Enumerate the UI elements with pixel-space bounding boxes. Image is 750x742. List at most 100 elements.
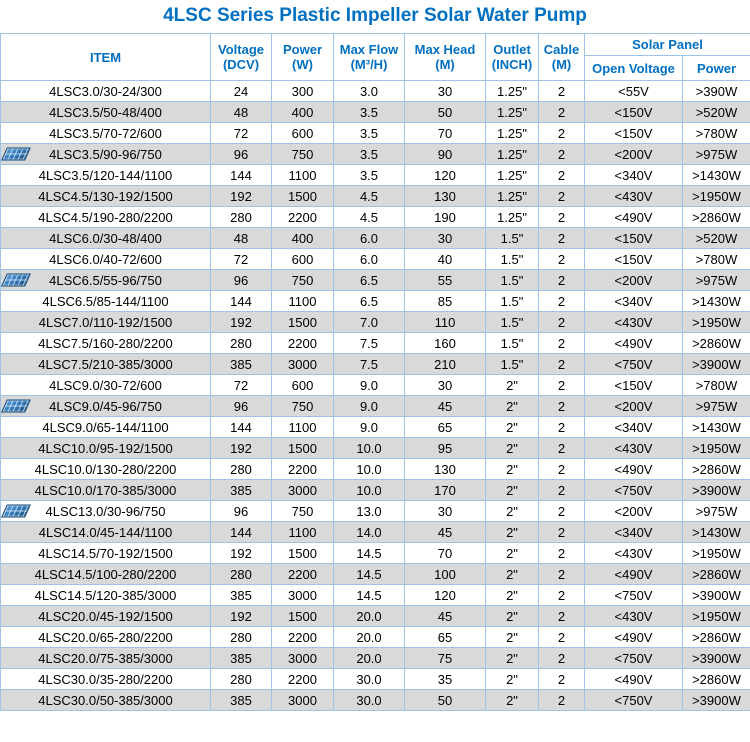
cable-cell: 2 [538, 269, 585, 291]
item-cell: 4LSC14.5/120-385/3000 [0, 584, 211, 606]
item-cell: 4LSC14.5/100-280/2200 [0, 563, 211, 585]
item-label: 4LSC20.0/65-280/2200 [38, 629, 173, 645]
cable-cell: 2 [538, 458, 585, 480]
voltage-cell: 96 [210, 500, 272, 522]
max-head-cell: 65 [404, 416, 486, 438]
power-cell: 600 [271, 248, 334, 270]
max-flow-cell: 6.0 [333, 248, 405, 270]
max-head-cell: 65 [404, 626, 486, 648]
solar-power-cell: >1950W [682, 542, 750, 564]
max-head-cell: 45 [404, 605, 486, 627]
outlet-cell: 2" [485, 500, 539, 522]
item-label: 4LSC4.5/190-280/2200 [38, 209, 173, 225]
open-voltage-cell: <430V [584, 605, 683, 627]
max-flow-cell: 7.5 [333, 332, 405, 354]
item-cell: 4LSC20.0/45-192/1500 [0, 605, 211, 627]
voltage-cell: 192 [210, 185, 272, 207]
power-cell: 750 [271, 269, 334, 291]
cable-cell: 2 [538, 647, 585, 669]
cable-cell: 2 [538, 164, 585, 186]
max-head-cell: 40 [404, 248, 486, 270]
max-flow-cell: 30.0 [333, 668, 405, 690]
outlet-cell: 2" [485, 416, 539, 438]
item-cell: 4LSC3.5/90-96/750 [0, 143, 211, 165]
solar-power-cell: >1430W [682, 521, 750, 543]
max-flow-cell: 14.5 [333, 563, 405, 585]
table-row: 4LSC14.5/100-280/2200 280 2200 14.5 100 … [0, 563, 750, 585]
cable-cell: 2 [538, 122, 585, 144]
outlet-cell: 2" [485, 605, 539, 627]
cable-cell: 2 [538, 626, 585, 648]
table-row: 4LSC4.5/190-280/2200 280 2200 4.5 190 1.… [0, 206, 750, 228]
table-row: 4LSC10.0/130-280/2200 280 2200 10.0 130 … [0, 458, 750, 480]
solar-power-cell: >520W [682, 101, 750, 123]
power-cell: 1100 [271, 521, 334, 543]
open-voltage-cell: <750V [584, 584, 683, 606]
voltage-cell: 192 [210, 437, 272, 459]
table-row: 4LSC20.0/65-280/2200 280 2200 20.0 65 2"… [0, 626, 750, 648]
item-cell: 4LSC9.0/65-144/1100 [0, 416, 211, 438]
max-head-cell: 70 [404, 542, 486, 564]
table-row: 4LSC30.0/35-280/2200 280 2200 30.0 35 2"… [0, 668, 750, 690]
max-flow-cell: 3.0 [333, 80, 405, 102]
outlet-cell: 2" [485, 584, 539, 606]
max-head-cell: 160 [404, 332, 486, 354]
outlet-cell: 1.5" [485, 311, 539, 333]
voltage-cell: 280 [210, 332, 272, 354]
item-label: 4LSC10.0/170-385/3000 [34, 482, 177, 498]
solar-power-cell: >975W [682, 143, 750, 165]
col-header-max-head: Max Head (M) [404, 33, 486, 81]
power-cell: 1500 [271, 605, 334, 627]
max-head-cell: 90 [404, 143, 486, 165]
table-row: 4LSC9.0/45-96/750 96 750 9.0 45 2" 2 <20… [0, 395, 750, 417]
header-line: (DCV) [222, 57, 260, 72]
table-row: 4LSC20.0/45-192/1500 192 1500 20.0 45 2"… [0, 605, 750, 627]
voltage-cell: 385 [210, 647, 272, 669]
max-flow-cell: 3.5 [333, 164, 405, 186]
item-label: 4LSC14.5/120-385/3000 [34, 587, 177, 603]
open-voltage-cell: <750V [584, 647, 683, 669]
max-flow-cell: 7.0 [333, 311, 405, 333]
outlet-cell: 2" [485, 395, 539, 417]
voltage-cell: 72 [210, 248, 272, 270]
open-voltage-cell: <200V [584, 143, 683, 165]
max-head-cell: 110 [404, 311, 486, 333]
item-label: 4LSC6.5/85-144/1100 [42, 293, 169, 309]
cable-cell: 2 [538, 80, 585, 102]
table-row: 4LSC7.0/110-192/1500 192 1500 7.0 110 1.… [0, 311, 750, 333]
open-voltage-cell: <490V [584, 626, 683, 648]
outlet-cell: 2" [485, 542, 539, 564]
outlet-cell: 1.5" [485, 332, 539, 354]
item-cell: 4LSC3.5/70-72/600 [0, 122, 211, 144]
open-voltage-cell: <490V [584, 332, 683, 354]
item-cell: 4LSC3.5/50-48/400 [0, 101, 211, 123]
item-cell: 4LSC6.0/30-48/400 [0, 227, 211, 249]
solar-power-cell: >1950W [682, 437, 750, 459]
voltage-cell: 385 [210, 584, 272, 606]
max-flow-cell: 13.0 [333, 500, 405, 522]
power-cell: 1100 [271, 290, 334, 312]
item-label: 4LSC9.0/45-96/750 [49, 398, 162, 414]
table-row: 4LSC30.0/50-385/3000 385 3000 30.0 50 2"… [0, 689, 750, 711]
outlet-cell: 1.25" [485, 143, 539, 165]
table-row: 4LSC10.0/170-385/3000 385 3000 10.0 170 … [0, 479, 750, 501]
cable-cell: 2 [538, 584, 585, 606]
table-row: 4LSC3.5/50-48/400 48 400 3.5 50 1.25" 2 … [0, 101, 750, 123]
power-cell: 300 [271, 80, 334, 102]
max-flow-cell: 10.0 [333, 479, 405, 501]
item-cell: 4LSC4.5/190-280/2200 [0, 206, 211, 228]
cable-cell: 2 [538, 563, 585, 585]
max-flow-cell: 20.0 [333, 605, 405, 627]
item-label: 4LSC14.5/100-280/2200 [34, 566, 177, 582]
item-cell: 4LSC7.0/110-192/1500 [0, 311, 211, 333]
solar-power-cell: >2860W [682, 626, 750, 648]
max-head-cell: 170 [404, 479, 486, 501]
header-line: (W) [292, 57, 313, 72]
open-voltage-cell: <490V [584, 458, 683, 480]
open-voltage-cell: <340V [584, 290, 683, 312]
item-label: 4LSC6.0/30-48/400 [49, 230, 162, 246]
voltage-cell: 96 [210, 143, 272, 165]
max-flow-cell: 3.5 [333, 143, 405, 165]
item-label: 4LSC3.5/50-48/400 [49, 104, 162, 120]
item-label: 4LSC3.5/90-96/750 [49, 146, 162, 162]
